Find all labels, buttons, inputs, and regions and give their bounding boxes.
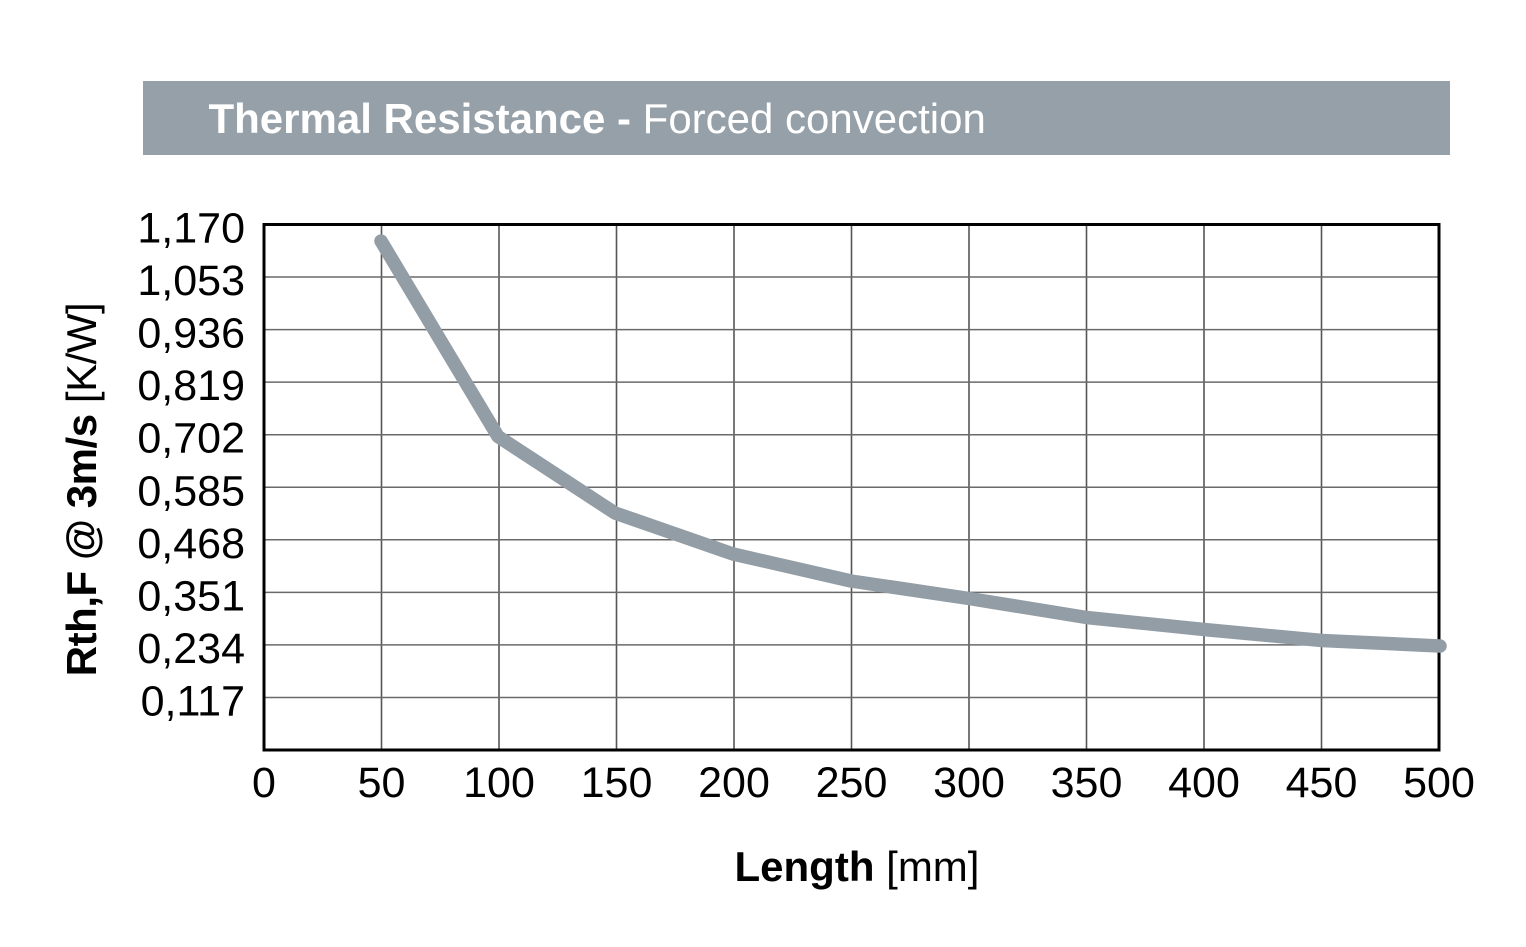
svg-text:0,936: 0,936 xyxy=(137,310,245,358)
svg-text:1,053: 1,053 xyxy=(137,257,245,305)
svg-text:300: 300 xyxy=(933,759,1005,807)
svg-text:0,351: 0,351 xyxy=(137,572,245,620)
svg-text:0,819: 0,819 xyxy=(137,362,245,410)
svg-text:50: 50 xyxy=(358,759,406,807)
svg-text:250: 250 xyxy=(816,759,888,807)
svg-text:0,702: 0,702 xyxy=(137,415,245,463)
svg-text:500: 500 xyxy=(1403,759,1475,807)
svg-text:100: 100 xyxy=(463,759,535,807)
svg-text:0,585: 0,585 xyxy=(137,467,245,515)
svg-text:450: 450 xyxy=(1286,759,1358,807)
svg-text:150: 150 xyxy=(581,759,653,807)
svg-text:Length [mm]: Length [mm] xyxy=(735,843,980,890)
svg-text:200: 200 xyxy=(698,759,770,807)
svg-text:1,170: 1,170 xyxy=(137,205,245,253)
svg-text:Rth,F @ 3m/s [K/W]: Rth,F @ 3m/s [K/W] xyxy=(58,303,105,677)
svg-text:400: 400 xyxy=(1168,759,1240,807)
svg-text:0,117: 0,117 xyxy=(141,677,245,725)
svg-text:0,234: 0,234 xyxy=(137,625,245,673)
svg-text:Thermal Resistance - Forced co: Thermal Resistance - Forced convection xyxy=(209,95,986,142)
svg-text:350: 350 xyxy=(1051,759,1123,807)
svg-text:0: 0 xyxy=(252,759,276,807)
svg-text:0,468: 0,468 xyxy=(137,520,245,568)
